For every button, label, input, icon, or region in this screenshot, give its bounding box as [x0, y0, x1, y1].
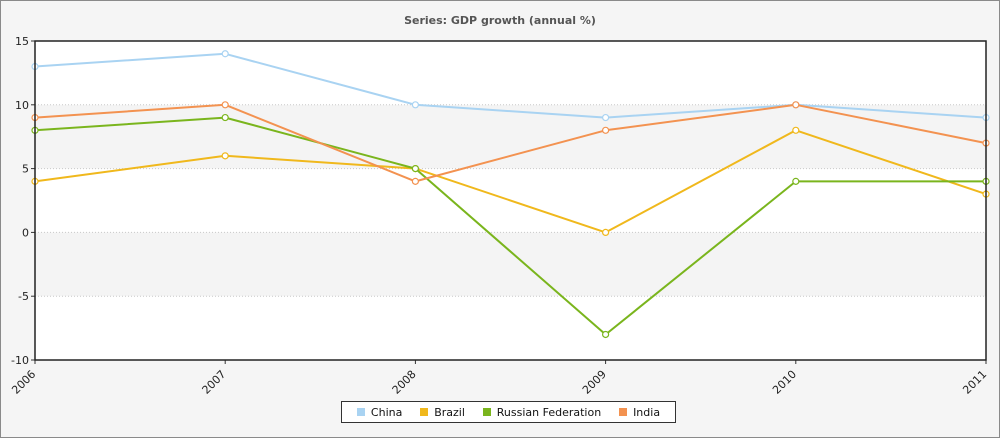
- legend-label-russian-federation: Russian Federation: [496, 405, 602, 419]
- x-tick-label: 2010: [770, 368, 799, 397]
- plot-border: [34, 40, 987, 361]
- y-tick-label: -10: [11, 354, 29, 367]
- legend-label-china: China: [370, 405, 403, 419]
- data-point-brazil[interactable]: [792, 126, 800, 134]
- series-line-china: [34, 52, 987, 119]
- data-point-china[interactable]: [601, 113, 610, 122]
- legend-swatch-brazil: [420, 408, 429, 416]
- data-point-russian-federation[interactable]: [221, 113, 229, 122]
- x-tick-label: 2011: [960, 368, 989, 397]
- legend-label-brazil: Brazil: [434, 405, 465, 419]
- data-point-russian-federation[interactable]: [411, 165, 419, 173]
- data-point-india[interactable]: [221, 101, 229, 109]
- legend-swatch-china: [356, 408, 365, 416]
- y-tick-label: -5: [18, 290, 29, 303]
- legend-swatch-russian-federation: [482, 408, 491, 416]
- data-point-brazil[interactable]: [601, 228, 610, 236]
- data-point-russian-federation[interactable]: [601, 330, 610, 339]
- legend-swatch-india: [619, 408, 628, 416]
- data-point-india[interactable]: [601, 126, 610, 134]
- data-point-china[interactable]: [411, 101, 419, 109]
- x-tick-label: 2006: [9, 368, 38, 397]
- chart-title: Series: GDP growth (annual %): [404, 14, 596, 27]
- legend-item-russian-federation[interactable]: Russian Federation: [482, 405, 602, 419]
- y-tick-label: 5: [22, 163, 29, 176]
- series-line-russian-federation: [34, 116, 986, 336]
- y-tick-label: 10: [15, 99, 29, 112]
- legend-item-china[interactable]: China: [356, 405, 403, 419]
- y-tick-label: 0: [22, 226, 29, 239]
- legend-item-india[interactable]: India: [619, 406, 660, 419]
- data-point-india[interactable]: [411, 177, 419, 185]
- plot-band: [35, 232, 986, 297]
- series-line-india: [34, 103, 987, 183]
- x-tick-label: 2009: [580, 368, 609, 397]
- x-tick-label: 2008: [390, 368, 419, 397]
- legend: China Brazil Russian Federation India: [341, 401, 676, 423]
- data-point-china[interactable]: [221, 50, 229, 58]
- legend-item-brazil[interactable]: Brazil: [420, 406, 465, 419]
- data-point-brazil[interactable]: [221, 152, 229, 160]
- data-point-russian-federation[interactable]: [792, 177, 800, 185]
- data-point-india[interactable]: [792, 101, 800, 109]
- series-line-brazil: [34, 129, 987, 234]
- x-tick-label: 2007: [200, 368, 229, 397]
- plot-band: [35, 104, 986, 169]
- y-tick-label: 15: [15, 35, 29, 48]
- legend-label-india: India: [633, 405, 661, 419]
